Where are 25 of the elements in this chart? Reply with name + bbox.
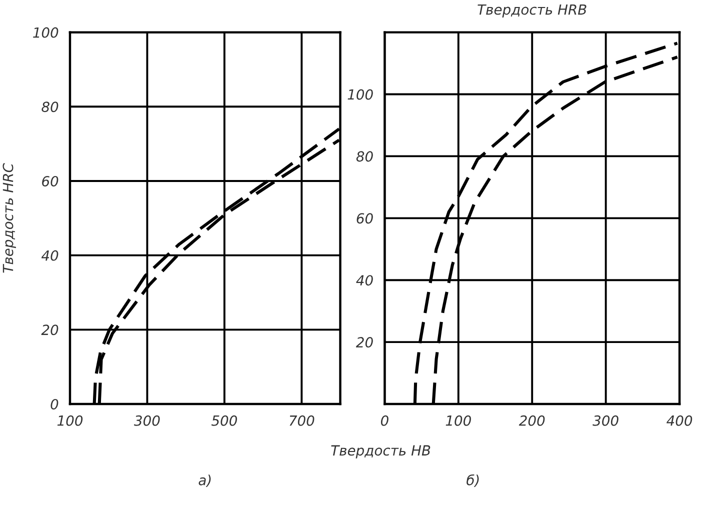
- y-tick-label: 100: [33, 27, 58, 38]
- x-tick-label: 100: [57, 415, 83, 426]
- y-tick-label: 20: [356, 337, 373, 348]
- x-tick-label: 0: [380, 415, 388, 426]
- y-tick-label: 60: [42, 176, 58, 186]
- y-tick-label: 80: [42, 102, 58, 112]
- x-axis-title: Твердость HB: [331, 445, 430, 458]
- y-tick-label: 0: [50, 398, 58, 410]
- text: а): [198, 474, 211, 488]
- x-tick-label: 200: [518, 415, 545, 426]
- x-tick-label: 300: [134, 415, 160, 426]
- y-tick-label: 60: [356, 213, 373, 224]
- x-tick-label: 500: [211, 415, 237, 426]
- x-tick-label: 300: [592, 415, 618, 426]
- x-tick-label: 700: [290, 415, 314, 426]
- y-tick-label: 40: [41, 250, 58, 261]
- text: б): [466, 474, 479, 488]
- y-tick-label: 80: [356, 151, 373, 162]
- y-tick-label: 40: [356, 275, 373, 286]
- y-tick-label: 100: [348, 89, 373, 100]
- x-tick-label: 100: [446, 415, 471, 426]
- y-axis-title: Твердость HRC: [2, 163, 16, 273]
- y-axis-title: Твердость HRB: [478, 4, 586, 18]
- y-tick-label: 20: [41, 324, 58, 336]
- x-tick-label: 400: [666, 415, 692, 426]
